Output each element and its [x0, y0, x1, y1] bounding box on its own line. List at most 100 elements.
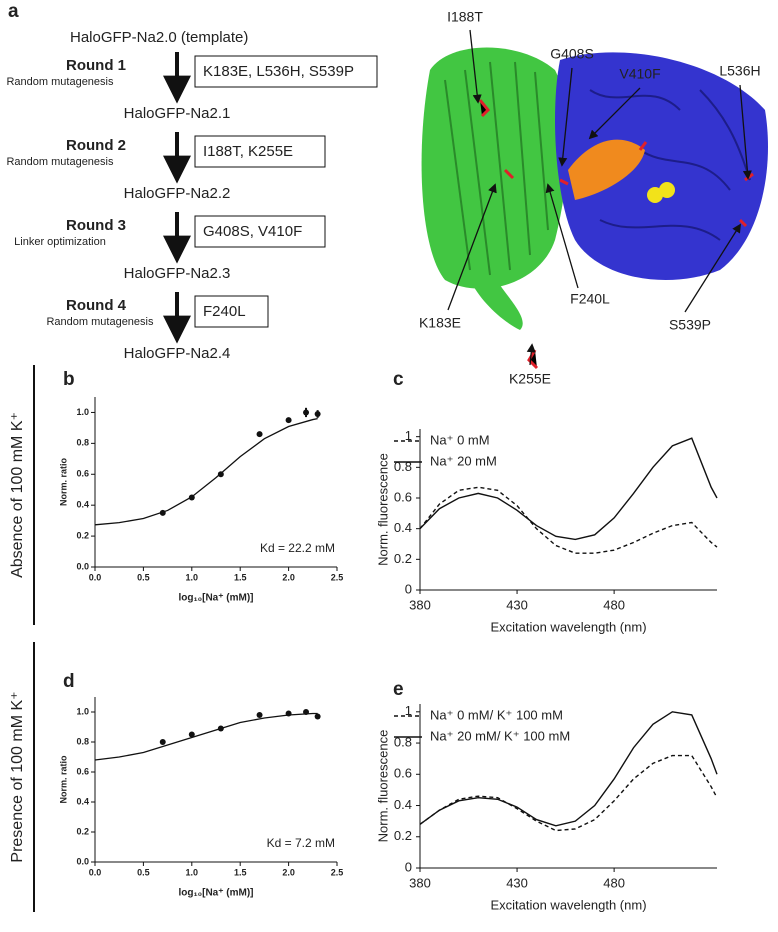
x-tick-label: 2.0	[282, 867, 295, 877]
round-label: Round 3	[66, 217, 126, 234]
y-tick-label: 0.4	[76, 796, 89, 806]
y-tick-label: 1.0	[76, 407, 89, 417]
result-label: HaloGFP-Na2.3	[124, 265, 231, 282]
y-tick-label: 0.8	[76, 736, 89, 746]
data-point	[256, 712, 263, 718]
line-series	[419, 711, 718, 827]
y-tick-label: 0.2	[394, 551, 412, 566]
data-point	[217, 725, 224, 732]
structure-label: G408S	[550, 46, 594, 62]
fit-curve	[94, 712, 318, 761]
y-axis-label: Norm. fluorescence	[375, 453, 390, 566]
kd-annotation: Kd = 7.2 mM	[267, 836, 335, 850]
y-axis-label: Norm. ratio	[58, 755, 68, 804]
y-tick-label: 0	[405, 581, 412, 596]
y-tick-label: 0.6	[76, 469, 89, 479]
mutation-label: F240L	[203, 303, 246, 320]
y-tick-label: 1	[405, 703, 412, 718]
x-tick-label: 380	[409, 875, 431, 890]
legend-label: Na⁺ 20 mM/ K⁺ 100 mM	[430, 728, 570, 743]
y-tick-label: 0.8	[76, 438, 89, 448]
result-label: HaloGFP-Na2.1	[124, 105, 231, 122]
x-axis-label: Excitation wavelength (nm)	[490, 619, 646, 634]
data-point	[303, 709, 310, 715]
x-tick-label: 0.0	[89, 572, 102, 582]
x-tick-label: 2.0	[282, 572, 295, 582]
y-tick-label: 0.6	[394, 489, 412, 504]
y-tick-label: 0.0	[76, 856, 89, 866]
x-tick-label: 2.5	[331, 572, 344, 582]
y-tick-label: 0.8	[394, 459, 412, 474]
y-tick-label: 0	[405, 859, 412, 874]
data-point	[314, 713, 321, 720]
x-tick-label: 1.0	[186, 572, 199, 582]
x-axis-label: Excitation wavelength (nm)	[490, 897, 646, 912]
data-point	[159, 509, 166, 516]
panel-label: b	[63, 369, 75, 390]
y-tick-label: 0.2	[76, 530, 89, 540]
y-tick-label: 0.2	[394, 828, 412, 843]
structure-label: F240L	[570, 291, 610, 307]
legend-label: Na⁺ 20 mM	[430, 453, 497, 468]
method-label: Random mutagenesis	[46, 316, 154, 328]
panel-label: c	[393, 369, 404, 390]
x-tick-label: 430	[506, 875, 528, 890]
x-tick-label: 0.5	[137, 572, 150, 582]
line-series	[419, 754, 718, 832]
template-label: HaloGFP-Na2.0 (template)	[70, 29, 248, 46]
structure-arrows	[447, 29, 752, 366]
mutation-label: K183E, L536H, S539P	[203, 63, 354, 80]
y-tick-label: 0.4	[76, 500, 89, 510]
structure-label: L536H	[719, 63, 760, 79]
x-axis-label: log₁₀[Na⁺ (mM)]	[178, 593, 253, 604]
round-label: Round 1	[66, 57, 126, 74]
data-point	[285, 710, 292, 717]
method-label: Random mutagenesis	[6, 156, 114, 168]
kd-annotation: Kd = 22.2 mM	[260, 541, 335, 555]
panel-label: e	[393, 679, 404, 700]
data-point	[217, 471, 224, 478]
y-tick-label: 1.0	[76, 706, 89, 716]
x-tick-label: 2.5	[331, 867, 344, 877]
panel-label: d	[63, 671, 75, 692]
line-series	[419, 486, 718, 554]
y-tick-label: 0.4	[394, 520, 412, 535]
structure-label: K183E	[419, 315, 461, 331]
y-axis-label: Norm. ratio	[58, 457, 68, 506]
method-label: Random mutagenesis	[6, 76, 114, 88]
legend-label: Na⁺ 0 mM	[430, 432, 490, 447]
data-point	[188, 731, 195, 738]
x-tick-label: 0.0	[89, 867, 102, 877]
protein-structure	[421, 47, 768, 370]
line-series	[419, 437, 718, 541]
data-point	[303, 409, 310, 416]
result-label: HaloGFP-Na2.4	[124, 345, 231, 362]
x-tick-label: 380	[409, 597, 431, 612]
mutation-box	[194, 55, 378, 88]
mutation-label: G408S, V410F	[203, 223, 302, 240]
y-tick-label: 0.0	[76, 561, 89, 571]
x-tick-label: 1.0	[186, 867, 199, 877]
mutation-label: I188T, K255E	[203, 143, 293, 160]
y-tick-label: 1	[405, 428, 412, 443]
structure-label: V410F	[619, 66, 660, 82]
data-point	[188, 494, 195, 501]
side-label: Absence of 100 mM K⁺	[9, 412, 26, 578]
round-label: Round 4	[66, 297, 127, 314]
y-tick-label: 0.2	[76, 826, 89, 836]
x-tick-label: 430	[506, 597, 528, 612]
structure-label: S539P	[669, 317, 711, 333]
x-tick-label: 1.5	[234, 867, 247, 877]
x-tick-label: 0.5	[137, 867, 150, 877]
x-axis-label: log₁₀[Na⁺ (mM)]	[178, 888, 253, 899]
result-label: HaloGFP-Na2.2	[124, 185, 231, 202]
round-label: Round 2	[66, 137, 126, 154]
panel-label: a	[8, 1, 19, 22]
data-point	[285, 417, 292, 424]
data-point	[314, 411, 321, 417]
y-axis-label: Norm. fluorescence	[375, 730, 390, 843]
y-tick-label: 0.8	[394, 734, 412, 749]
x-tick-label: 1.5	[234, 572, 247, 582]
x-tick-label: 480	[603, 875, 625, 890]
